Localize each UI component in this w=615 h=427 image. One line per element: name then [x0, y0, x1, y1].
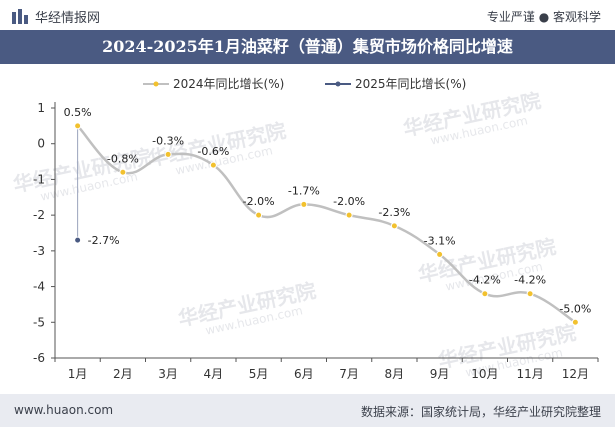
series-2024-data-label: -0.3% [152, 134, 184, 147]
chart-title: 2024-2025年1月油菜籽（普通）集贸市场价格同比增速 [102, 37, 513, 56]
series-2024-data-label: -0.8% [107, 152, 139, 165]
footer-url[interactable]: www.huaon.com [14, 403, 114, 417]
series-2024-point[interactable] [209, 161, 217, 169]
legend-item-2024[interactable]: 2024年同比增长(%) [143, 77, 284, 91]
top-bar: 华经情报网 专业严谨 ● 客观科学 [0, 0, 615, 30]
y-tick-label: -2 [33, 208, 45, 222]
y-tick-label: 0 [37, 137, 45, 151]
y-tick-label: -5 [33, 315, 45, 329]
footer-source: 数据来源：国家统计局，华经产业研究院整理 [360, 405, 601, 419]
y-tick-label: 1 [37, 101, 45, 115]
series-2024-point[interactable] [300, 200, 308, 208]
series-2024-point[interactable] [390, 222, 398, 230]
series-2024-point[interactable] [571, 318, 579, 326]
series-2024-point[interactable] [119, 168, 127, 176]
series-2024-point[interactable] [255, 211, 263, 219]
x-tick-label: 10月 [471, 367, 498, 381]
series-2024-point[interactable] [436, 250, 444, 258]
series-2024-point[interactable] [481, 290, 489, 298]
series-2025-data-label: -2.7% [88, 234, 120, 247]
axes: 1 0 -1 -2 -3 -4 -5 -6 1月 2月 3月 4月 5月 6月 7月 8月 9月 10月 11月 12… [33, 101, 599, 381]
x-tick-label: 11月 [516, 367, 543, 381]
x-tick-label: 9月 [430, 367, 450, 381]
footer: www.huaon.com 数据来源：国家统计局，华经产业研究院整理 [0, 394, 615, 427]
x-tick-label: 4月 [204, 367, 224, 381]
series-2024-data-label: 0.5% [64, 106, 92, 119]
legend-marker-icon [153, 81, 159, 87]
tagline: 专业严谨 ● 客观科学 [486, 10, 601, 24]
series-2025-point[interactable] [74, 236, 82, 244]
y-tick-label: -6 [33, 351, 45, 365]
legend-item-2025[interactable]: 2025年同比增长(%) [325, 77, 466, 91]
x-tick-label: 12月 [562, 367, 589, 381]
x-tick-label: 7月 [339, 367, 359, 381]
series-2024-point[interactable] [345, 211, 353, 219]
x-tick-label: 5月 [249, 367, 269, 381]
bar-chart-logo-icon [12, 9, 28, 24]
legend-label: 2024年同比增长(%) [173, 77, 284, 91]
series-2024-data-label: -4.2% [469, 274, 501, 287]
title-bar: 2024-2025年1月油菜籽（普通）集贸市场价格同比增速 [0, 30, 615, 64]
y-tick-label: -4 [33, 280, 45, 294]
series-2024-point[interactable] [164, 150, 172, 158]
data-points [74, 122, 579, 326]
x-tick-label: 3月 [158, 367, 178, 381]
series-2024-data-label: -2.0% [243, 195, 275, 208]
y-tick-label: -3 [33, 244, 45, 258]
data-labels: 0.5% -0.8% -0.3% -0.6% -2.0% -1.7% -2.0% -2.3% -… [64, 106, 592, 315]
x-tick-label: 8月 [385, 367, 405, 381]
series-2024-data-label: -4.2% [514, 274, 546, 287]
y-tick-label: -1 [33, 172, 45, 186]
series-2024-data-label: -0.6% [197, 145, 229, 158]
x-tick-label: 1月 [68, 367, 88, 381]
brand-name: 华经情报网 [35, 11, 101, 26]
brand[interactable]: 华经情报网 [12, 7, 100, 26]
series-2024-data-label: -3.1% [424, 234, 456, 247]
series-2024-data-label: -1.7% [288, 184, 320, 197]
series-2024-data-label: -5.0% [559, 302, 591, 315]
x-tick-label: 6月 [294, 367, 314, 381]
legend-marker-icon [335, 81, 341, 87]
series-2024-data-label: -2.0% [333, 195, 365, 208]
series-2024-point[interactable] [526, 290, 534, 298]
series-2024-point[interactable] [74, 122, 82, 130]
line-chart: 华经产业研究院www.huaon.com华经产业研究院www.huaon.com… [11, 77, 599, 381]
legend: 2024年同比增长(%) 2025年同比增长(%) [143, 77, 466, 91]
x-tick-label: 2月 [113, 367, 133, 381]
series-2024-data-label: -2.3% [378, 206, 410, 219]
legend-label: 2025年同比增长(%) [355, 77, 466, 91]
